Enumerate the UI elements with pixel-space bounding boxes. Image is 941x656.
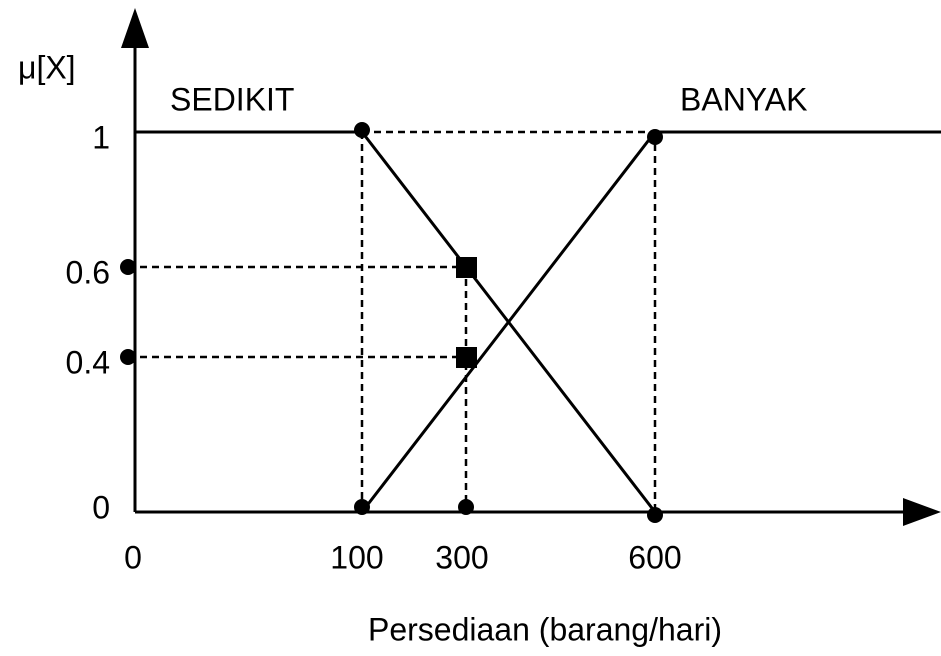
y-axis-arrow: [121, 8, 149, 48]
marker: [647, 507, 663, 523]
set-label: SEDIKIT: [170, 81, 294, 117]
y-tick-label: 0.4: [66, 344, 110, 380]
marker: [120, 259, 136, 275]
x-axis-arrow: [903, 498, 941, 526]
x-tick-label: 600: [628, 539, 681, 575]
marker: [647, 129, 663, 145]
x-axis-label: Persediaan (barang/hari): [368, 611, 722, 647]
x-tick-label: 300: [435, 539, 488, 575]
marker: [354, 122, 370, 138]
y-tick-label: 1: [92, 119, 110, 155]
sedikit-curve: [135, 130, 657, 513]
y-axis-label: μ[X]: [18, 49, 76, 85]
marker: [458, 499, 474, 515]
marker: [354, 499, 370, 515]
set-label: BANYAK: [680, 81, 807, 117]
banyak-curve: [360, 130, 941, 513]
x-tick-label: 100: [330, 539, 383, 575]
y-tick-label: 0: [92, 489, 110, 525]
y-tick-label: 0.6: [66, 254, 110, 290]
x-tick-label: 0: [124, 539, 142, 575]
marker: [456, 257, 477, 278]
marker: [120, 349, 136, 365]
marker: [456, 347, 477, 368]
